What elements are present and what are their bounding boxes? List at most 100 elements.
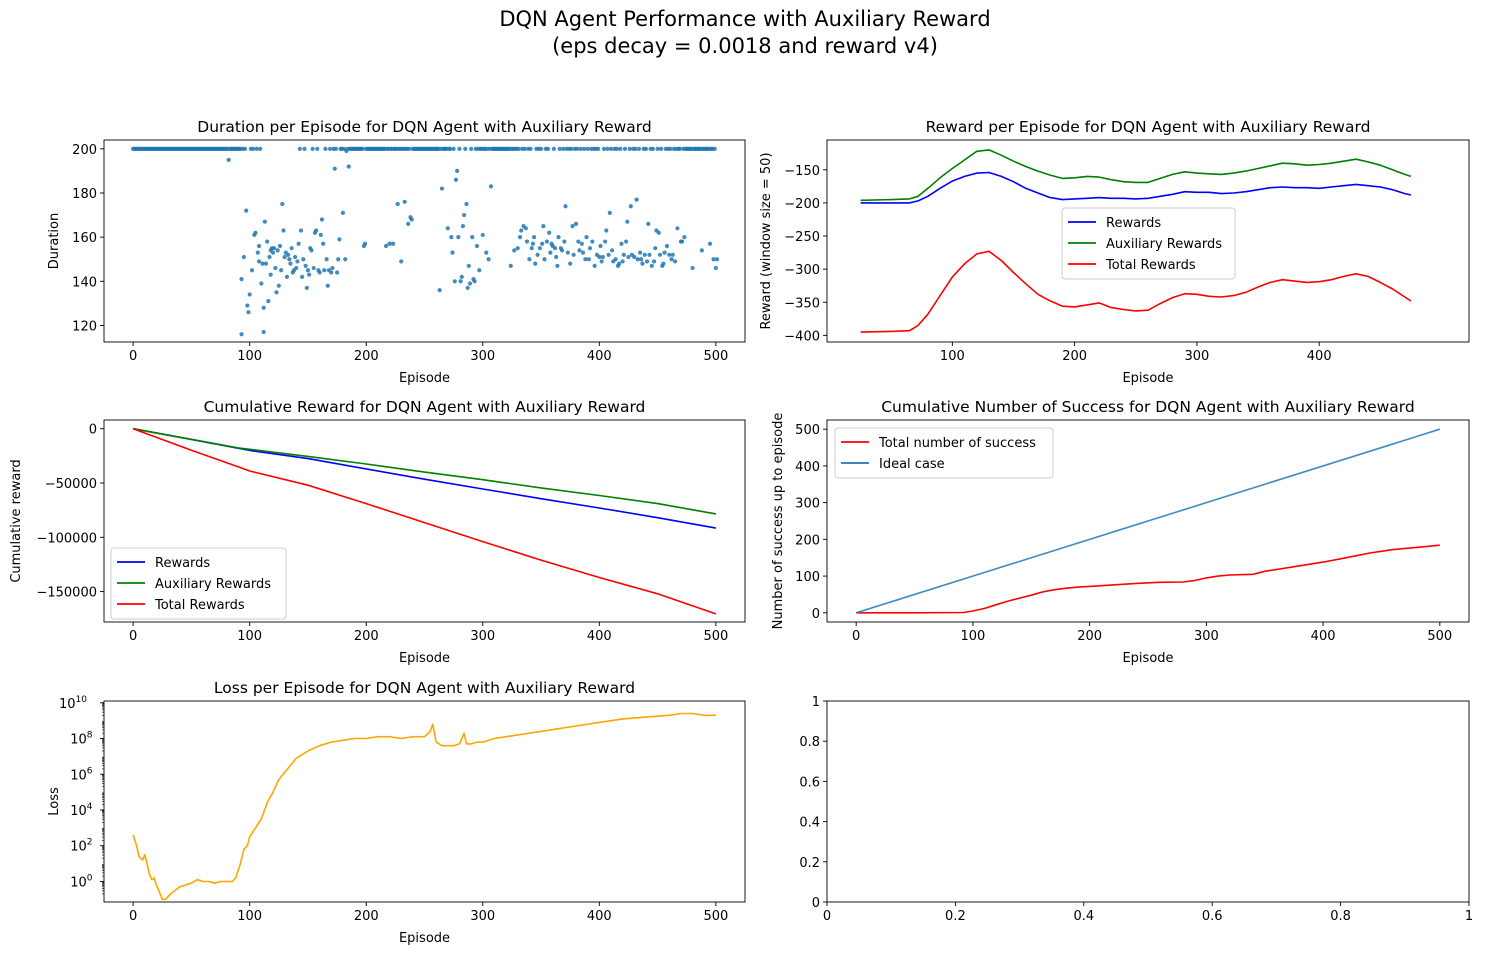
scatter-point <box>699 248 704 253</box>
scatter-point <box>650 146 656 151</box>
scatter-point <box>329 270 334 275</box>
axes-frame <box>826 139 1470 343</box>
scatter-point <box>690 265 695 271</box>
scatter-point <box>714 257 720 262</box>
scatter-point <box>244 208 249 213</box>
subplot-title: Cumulative Number of Success for DQN Age… <box>881 398 1415 416</box>
x-tick-label: 300 <box>470 629 495 644</box>
scatter-point <box>298 228 304 233</box>
x-tick-label: 200 <box>1077 629 1102 644</box>
scatter-point <box>643 146 649 151</box>
scatter-point <box>247 292 252 297</box>
scatter-point <box>346 164 351 169</box>
x-tick-label: 400 <box>1311 629 1336 644</box>
scatter-point <box>325 283 330 288</box>
scatter-point <box>515 246 520 251</box>
scatter-point <box>608 146 614 151</box>
scatter-point <box>592 263 597 268</box>
x-tick-label: 300 <box>1194 629 1219 644</box>
x-axis-label: Episode <box>399 651 450 666</box>
scatter-point <box>606 252 611 257</box>
scatter-point <box>540 241 545 246</box>
scatter-point <box>305 268 311 273</box>
scatter-point <box>450 250 455 255</box>
scatter-point <box>288 261 293 266</box>
scatter-point <box>517 235 523 240</box>
x-tick-label: 0 <box>852 629 860 644</box>
scatter-point <box>628 204 633 209</box>
y-tick-label: 0.8 <box>799 735 820 750</box>
scatter-point <box>337 237 342 242</box>
scatter-point <box>406 221 411 226</box>
scatter-point <box>645 259 650 264</box>
legend: Total number of success Ideal case <box>834 427 1054 479</box>
y-tick-label: 100 <box>70 873 93 890</box>
scatter-point <box>474 243 480 249</box>
scatter-point <box>399 259 404 264</box>
scatter-point <box>617 261 622 266</box>
scatter-point <box>670 252 675 257</box>
scatter-point <box>387 241 392 246</box>
scatter-point <box>565 250 570 255</box>
scatter-point <box>656 230 661 235</box>
series-line-auxiliary-rewards <box>132 427 717 515</box>
scatter-point <box>362 241 368 246</box>
scatter-point <box>263 261 269 266</box>
subplot-5: 0 100 200 300 400 500 100 102 104 106 108 1010 Loss … <box>47 679 746 946</box>
y-tick-label: 106 <box>70 766 93 783</box>
legend: Rewards Auxiliary Rewards Total Rewards <box>1061 207 1236 280</box>
y-tick-label: 120 <box>72 319 97 334</box>
x-tick-label: 200 <box>1062 349 1087 364</box>
y-tick-label: 108 <box>70 731 93 748</box>
scatter-point <box>668 146 673 151</box>
x-axis-label: Episode <box>399 931 450 946</box>
scatter-point <box>657 252 663 257</box>
scatter-point <box>508 263 513 268</box>
scatter-point <box>360 146 365 151</box>
y-tick-label: 400 <box>795 460 820 475</box>
scatter-point <box>624 239 629 244</box>
scatter-point <box>523 226 528 231</box>
subplot-1: 0 100 200 300 400 500 120 140 160 180 200 Duration … <box>47 118 746 386</box>
scatter-point <box>302 146 307 151</box>
scatter-point <box>311 265 316 271</box>
scatter-point <box>300 274 305 279</box>
scatter-point <box>301 257 306 262</box>
scatter-point <box>582 146 587 151</box>
scatter-point <box>296 241 301 246</box>
y-tick-label: 1 <box>812 695 820 710</box>
scatter-point <box>455 168 460 174</box>
scatter-point <box>712 146 717 151</box>
scatter-point <box>488 184 494 189</box>
scatter-point <box>584 235 589 240</box>
x-tick-label: 0.4 <box>1073 909 1094 924</box>
x-tick-label: 500 <box>703 349 728 364</box>
scatter-point <box>713 265 718 271</box>
scatter-point <box>462 212 467 218</box>
y-tick-label: 0 <box>812 607 820 622</box>
scatter-point <box>599 259 604 264</box>
axes-frame <box>826 419 1470 623</box>
scatter-point <box>456 235 461 240</box>
scatter-point <box>527 257 532 262</box>
scatter-point <box>251 146 256 151</box>
scatter-point <box>315 146 320 151</box>
scatter-point <box>571 252 576 257</box>
scatter-point <box>472 279 477 284</box>
scatter-point <box>309 248 314 253</box>
scatter-point <box>272 246 277 251</box>
scatter-point <box>324 257 329 262</box>
x-tick-label: 0 <box>823 909 831 924</box>
scatter-point <box>332 166 337 171</box>
scatter-point <box>544 239 549 244</box>
scatter-point <box>226 157 231 162</box>
scatter-point <box>554 254 559 260</box>
y-tick-label: 0.2 <box>799 856 820 871</box>
y-tick-label: 1010 <box>59 695 87 712</box>
x-tick-label: 1 <box>1465 909 1473 924</box>
scatter-point <box>555 263 560 268</box>
y-tick-label: 100 <box>795 570 820 585</box>
scatter-point <box>529 246 534 251</box>
x-tick-label: 100 <box>237 349 262 364</box>
